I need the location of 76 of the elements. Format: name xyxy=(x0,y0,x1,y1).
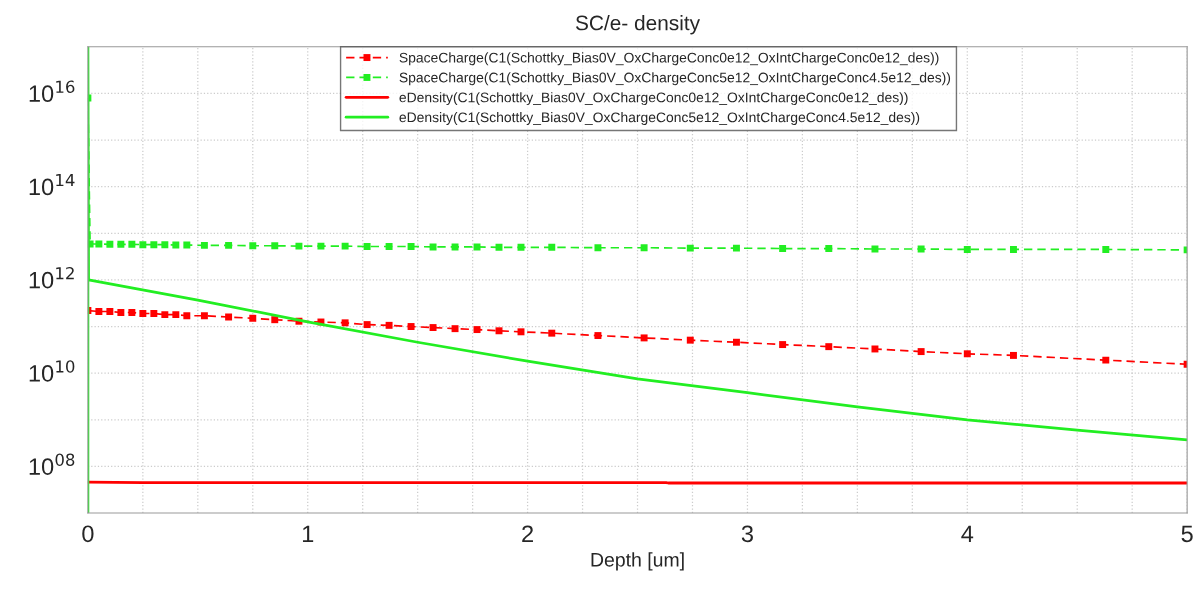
point xyxy=(963,350,971,358)
point xyxy=(1009,245,1017,253)
point xyxy=(161,311,169,319)
point xyxy=(548,243,556,251)
legend-label: SpaceCharge(C1(Schottky_Bias0V_OxChargeConc5e12_OxIntChargeConc4.5e12_des)) xyxy=(399,72,951,86)
point xyxy=(150,310,158,317)
x-tick-label: 0 xyxy=(82,525,94,543)
point xyxy=(640,244,648,252)
legend-label: eDensity(C1(Schottky_Bias0V_OxChargeConc0e12_OxIntChargeConc0e12_des)) xyxy=(399,92,908,106)
point xyxy=(295,242,303,250)
y-tick-label: 10$^{10}$ xyxy=(29,360,75,382)
point xyxy=(385,243,393,250)
x-tick-label: 3 xyxy=(741,525,753,543)
point xyxy=(732,338,740,346)
point xyxy=(139,310,147,317)
x-tick-label: 5 xyxy=(1181,525,1193,543)
point xyxy=(451,243,459,251)
point xyxy=(1009,351,1017,359)
point xyxy=(106,240,114,248)
point xyxy=(117,309,125,316)
point xyxy=(150,241,158,249)
point xyxy=(172,311,180,319)
point xyxy=(548,329,556,337)
point xyxy=(183,312,191,320)
point xyxy=(451,325,459,333)
point xyxy=(271,242,279,250)
point xyxy=(271,316,279,324)
point xyxy=(249,314,257,322)
point xyxy=(825,343,833,351)
point xyxy=(871,345,879,353)
point xyxy=(139,241,147,249)
point xyxy=(363,243,371,250)
y-tick-label: 10$^{08}$ xyxy=(29,453,75,475)
point xyxy=(106,308,114,315)
point xyxy=(363,321,371,329)
y-tick-label: 10$^{12}$ xyxy=(29,266,74,289)
point xyxy=(249,242,257,250)
point xyxy=(917,348,925,356)
y-tick-label: 10$^{16}$ xyxy=(29,80,75,103)
point xyxy=(779,341,787,349)
point xyxy=(317,242,325,250)
point xyxy=(825,245,833,253)
legend-label: eDensity(C1(Schottky_Bias0V_OxChargeConc5e12_OxIntChargeConc4.5e12_des)) xyxy=(399,112,920,125)
point xyxy=(117,240,125,248)
legend-label: SpaceCharge(C1(Schottky_Bias0V_OxChargeConc0e12_OxIntChargeConc0e12_des)) xyxy=(399,52,939,66)
point xyxy=(200,312,208,320)
x-tick-label: 2 xyxy=(522,525,533,542)
point xyxy=(95,308,103,315)
point xyxy=(407,323,415,330)
point xyxy=(341,319,349,327)
point xyxy=(95,240,103,248)
point xyxy=(594,332,602,340)
point xyxy=(341,242,349,250)
point xyxy=(779,245,787,253)
point xyxy=(225,241,233,249)
point xyxy=(732,244,740,252)
y-tick-label: 10$^{14}$ xyxy=(29,173,75,196)
point xyxy=(385,321,393,329)
point xyxy=(128,240,136,248)
point xyxy=(686,336,694,344)
point xyxy=(407,243,415,250)
point xyxy=(686,244,694,252)
point xyxy=(200,241,208,249)
x-tick-label: 1 xyxy=(302,525,314,542)
point xyxy=(1102,356,1110,364)
point xyxy=(963,245,971,253)
x-axis-title: Depth [um] xyxy=(591,552,684,571)
point xyxy=(640,334,648,342)
point xyxy=(128,309,136,316)
x-tick-label: 4 xyxy=(961,525,974,542)
point xyxy=(594,244,602,252)
point xyxy=(429,243,437,251)
point xyxy=(429,324,437,332)
point xyxy=(161,241,169,249)
point xyxy=(1102,245,1110,253)
chart-title: SC/e- density xyxy=(575,15,701,35)
